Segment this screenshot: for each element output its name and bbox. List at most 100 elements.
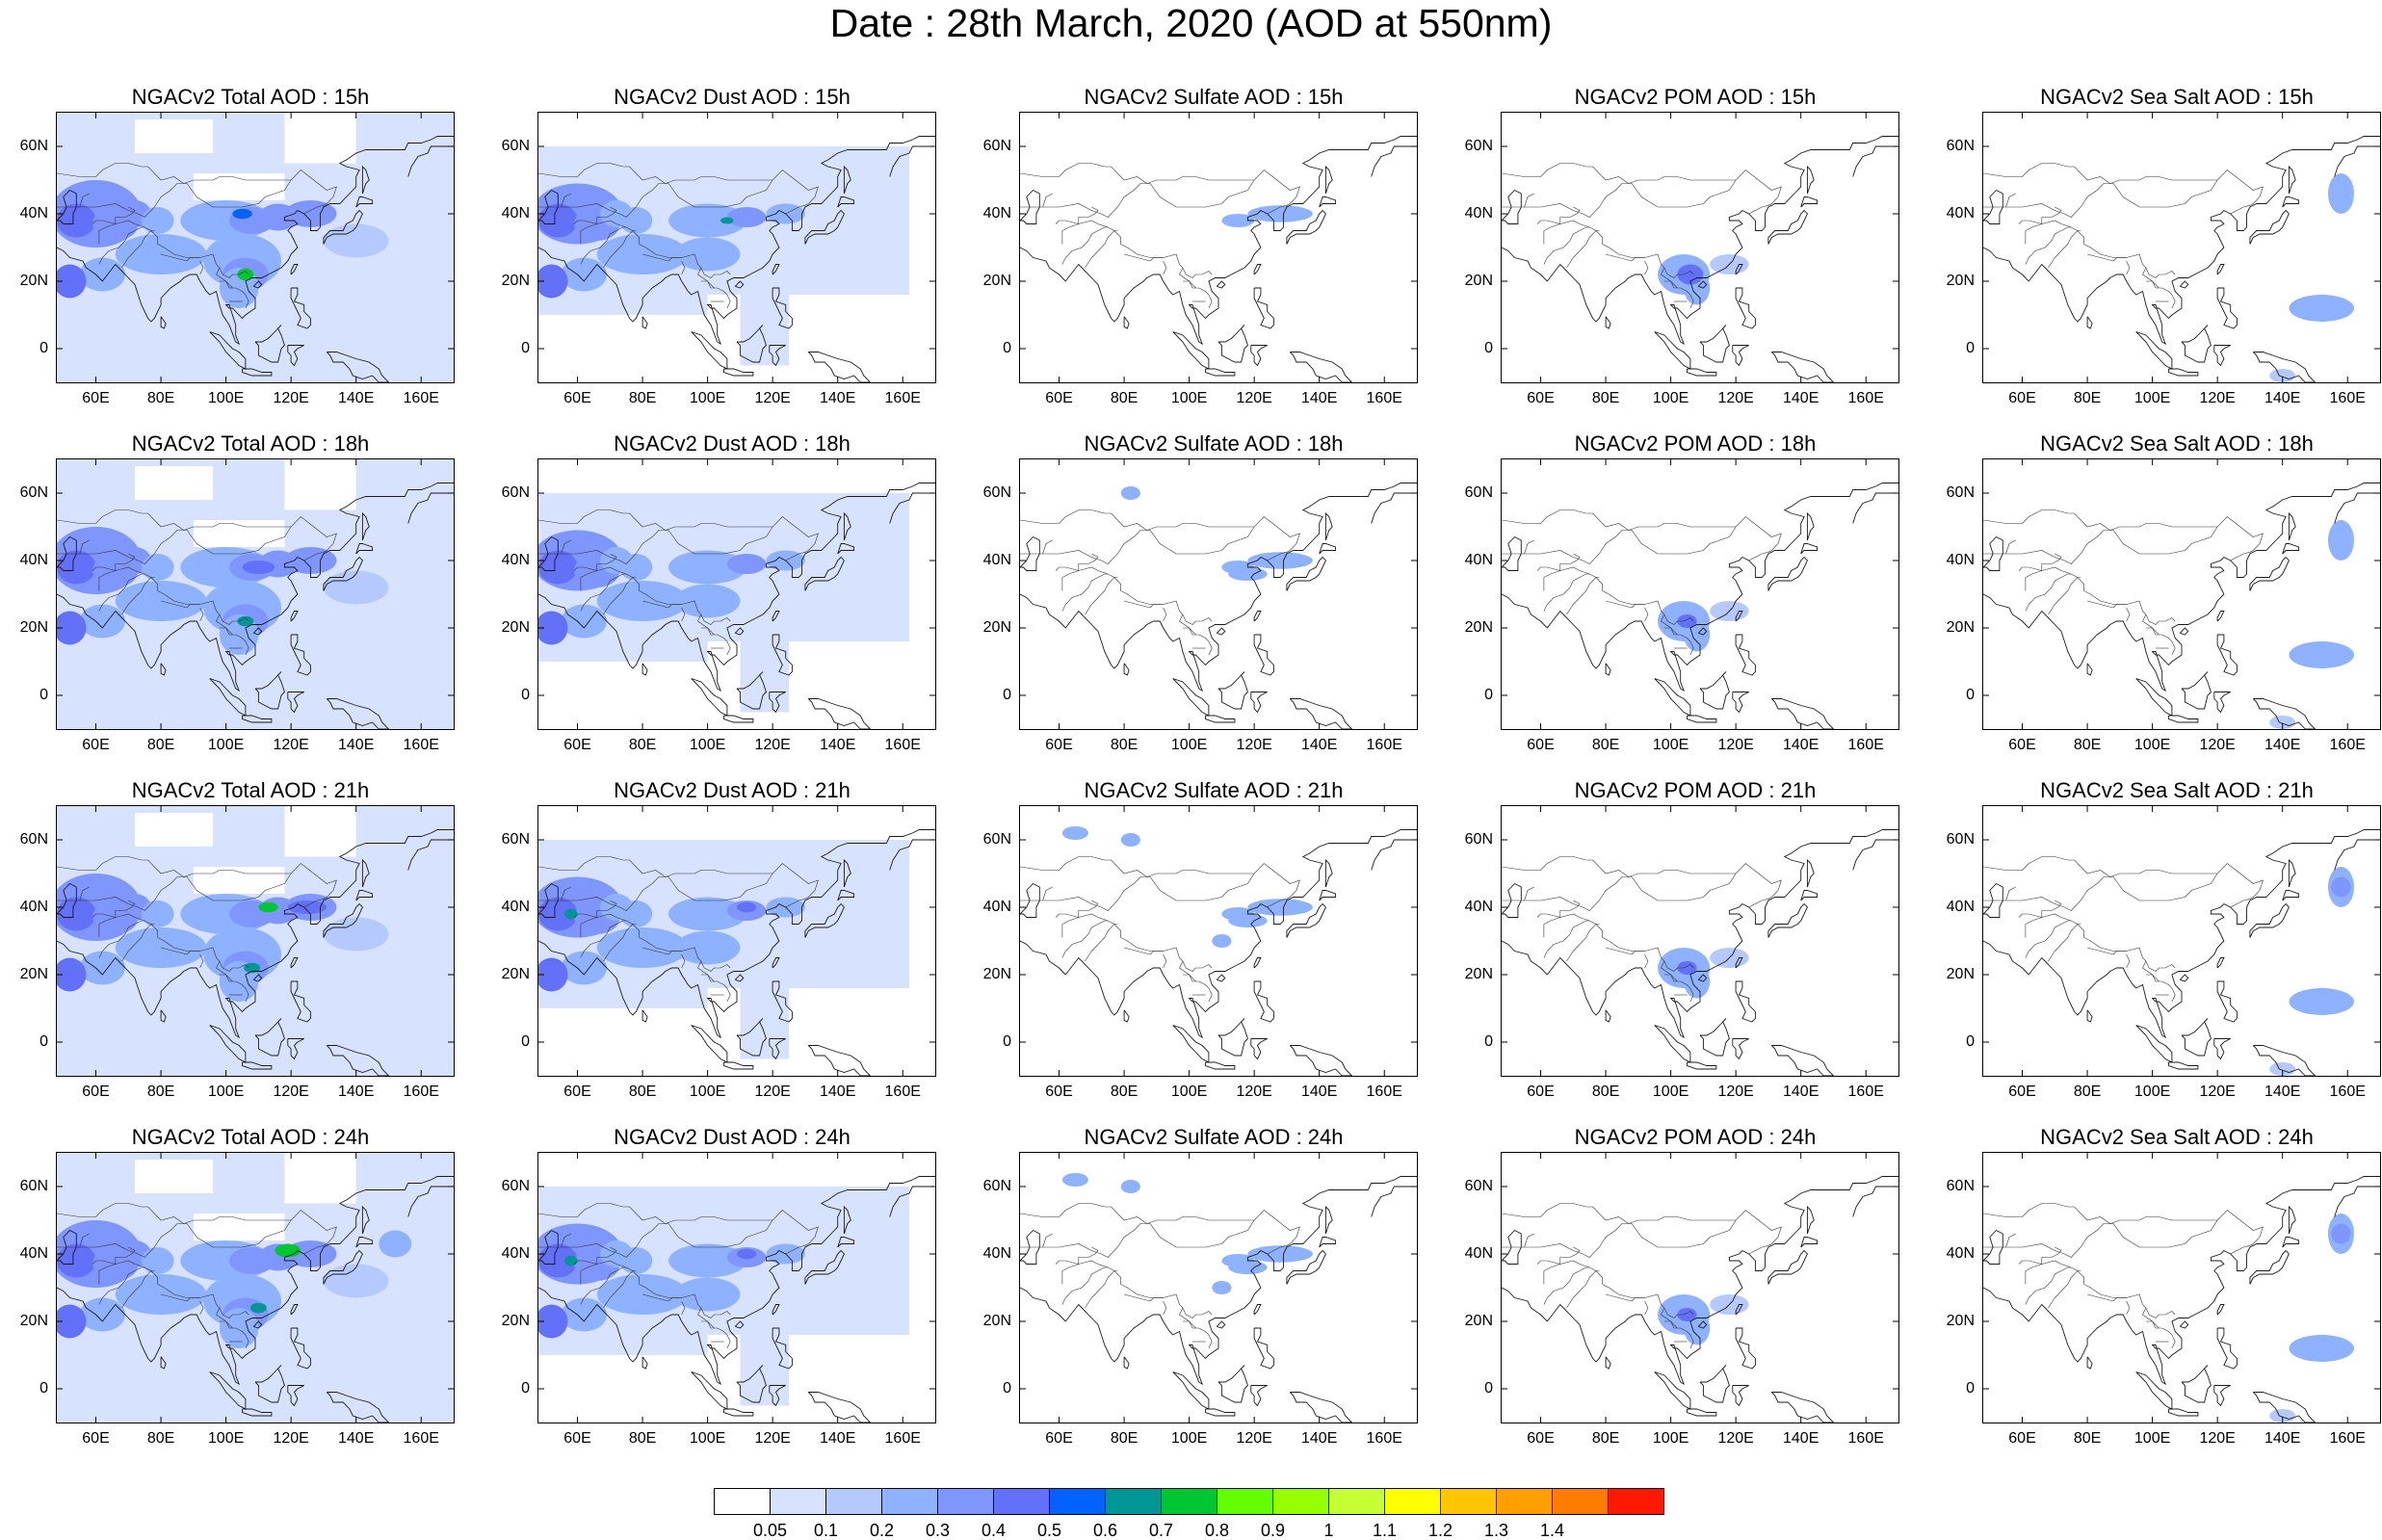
country-border	[1055, 206, 1099, 224]
coastline	[1020, 189, 1040, 224]
lon-tick-label: 100E	[2133, 390, 2171, 406]
country-border	[2126, 1300, 2131, 1316]
coastline	[1502, 882, 1522, 918]
coastline	[1289, 352, 1353, 382]
coastline	[1289, 1045, 1353, 1076]
colorbar-swatch	[993, 1488, 1050, 1515]
coastline	[1605, 663, 1611, 676]
coastline	[361, 858, 370, 888]
lat-tick-label: 20N	[1464, 273, 1493, 289]
country-border	[1543, 920, 1590, 958]
coastline	[2168, 1408, 2199, 1417]
country-border	[2025, 573, 2072, 612]
coastline	[889, 145, 935, 177]
coastline	[1654, 678, 1691, 717]
country-border	[573, 900, 617, 918]
coastline	[804, 556, 845, 591]
country-border	[1748, 552, 1768, 561]
aod-contour-blob	[1677, 264, 1704, 285]
country-border	[1163, 953, 1167, 969]
lat-tick-label: 40N	[1946, 205, 1975, 222]
map-area	[1501, 112, 1899, 383]
coastline	[1699, 1018, 1730, 1057]
colorbar-swatch	[770, 1488, 826, 1515]
country-border	[1061, 1260, 1109, 1285]
aod-contour-blob	[619, 901, 653, 927]
coastline	[807, 1392, 872, 1423]
lon-tick-label: 140E	[1301, 1430, 1338, 1447]
coastline	[242, 1408, 273, 1417]
lat-tick-label: 60N	[1946, 831, 1975, 848]
lon-tick-label: 60E	[2008, 390, 2036, 406]
coastline	[1217, 1018, 1248, 1057]
aod-contour-blob	[57, 264, 87, 299]
aod-contour-blob	[1228, 1261, 1268, 1274]
coastline	[160, 663, 167, 676]
country-border	[580, 573, 627, 612]
country-border	[1502, 1203, 1629, 1224]
figure-title: Date : 28th March, 2020 (AOD at 550nm)	[829, 1, 1553, 45]
country-border	[216, 613, 249, 656]
country-border	[186, 257, 200, 262]
country-border	[2142, 960, 2176, 1003]
country-border	[1644, 607, 1649, 622]
aod-contour-blob	[57, 1304, 87, 1339]
country-border	[186, 951, 200, 955]
colorbar-label: 0.8	[1204, 1521, 1230, 1540]
lat-tick-label: 40N	[982, 552, 1011, 568]
country-border	[626, 573, 731, 625]
coastline	[1800, 890, 1819, 901]
lon-tick-label: 60E	[2008, 1430, 2036, 1447]
coastline	[1983, 1176, 2380, 1386]
coastline	[843, 511, 851, 541]
coastline	[2135, 331, 2173, 370]
country-border	[1628, 870, 1737, 877]
coastline	[2288, 858, 2296, 888]
coastline	[1735, 264, 1743, 275]
country-border	[1983, 1210, 2264, 1258]
lon-tick-label: 80E	[146, 1430, 175, 1447]
lat-tick-label: 0	[521, 1033, 530, 1050]
coastline	[1767, 1249, 1808, 1285]
lat-tick-label: 60N	[1946, 138, 1975, 154]
colorbar-label: 0.2	[869, 1521, 895, 1540]
lon-tick-label: 160E	[1847, 737, 1884, 753]
map-panel: NGACv2 Sea Salt AOD : 24h 60N 40N 20N 0 60E 80…	[1936, 1125, 2382, 1472]
lat-tick-label: 0	[1484, 687, 1493, 703]
low-aod-region	[135, 1160, 214, 1193]
coastline	[287, 692, 304, 714]
aod-map	[1020, 1153, 1417, 1423]
coastline	[252, 627, 263, 636]
country-border	[92, 1246, 136, 1265]
lat-tick-label: 40N	[1464, 1245, 1493, 1262]
lat-tick-label: 0	[1484, 1380, 1493, 1396]
coastline	[1852, 492, 1898, 524]
country-border	[642, 253, 669, 262]
panel-title: NGACv2 Total AOD : 18h	[131, 431, 370, 456]
coastline	[734, 280, 745, 289]
country-border	[1108, 573, 1213, 625]
country-border	[1182, 627, 1196, 636]
country-border	[183, 870, 292, 877]
coastline	[290, 957, 299, 969]
coastline	[837, 196, 855, 208]
country-border	[2048, 230, 2081, 269]
coastline	[772, 264, 780, 275]
country-border	[144, 920, 249, 972]
lon-tick-label: 160E	[884, 1430, 921, 1447]
coastline	[1172, 331, 1210, 370]
coastline	[1286, 556, 1326, 591]
coastline	[769, 1038, 786, 1060]
aod-contour-blob	[275, 1243, 301, 1258]
panel-title: NGACv2 Total AOD : 21h	[131, 778, 370, 802]
coastline	[1371, 145, 1417, 177]
lat-tick-label: 40N	[501, 205, 530, 222]
lat-tick-label: 20N	[501, 1313, 530, 1329]
lon-tick-label: 160E	[1366, 737, 1402, 753]
lon-tick-label: 140E	[820, 737, 856, 753]
colorbar-label: 1.2	[1427, 1521, 1453, 1540]
colorbar-label: 1.4	[1539, 1521, 1565, 1540]
country-border	[2112, 951, 2127, 955]
coastline	[1697, 627, 1708, 636]
coastline	[1735, 957, 1743, 969]
